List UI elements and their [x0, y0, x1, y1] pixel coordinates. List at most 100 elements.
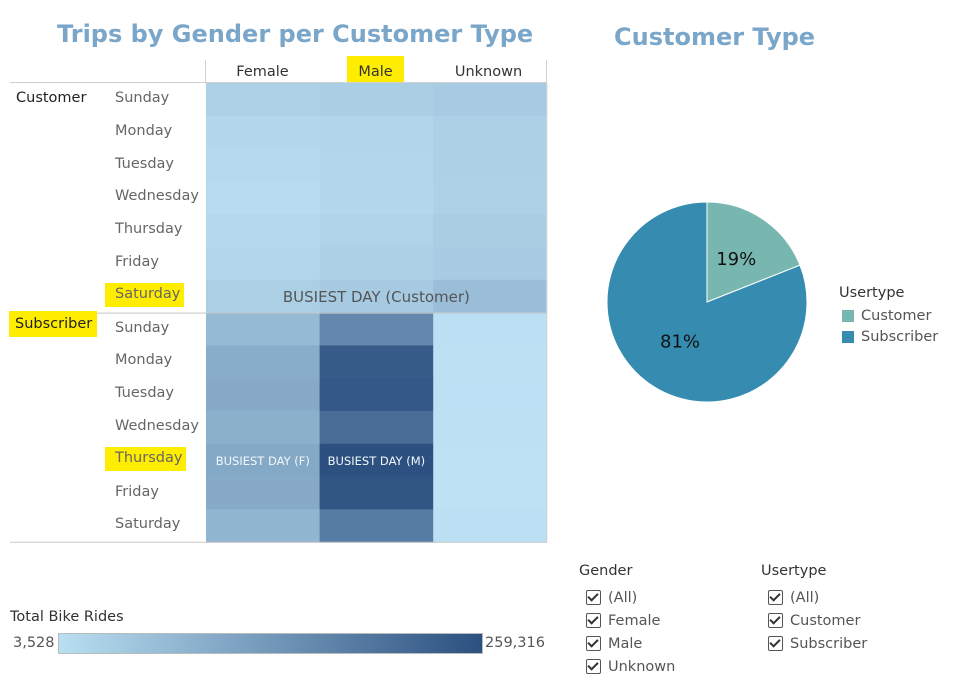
- color-legend-gradient: [58, 633, 483, 654]
- day-label-subscriber-sunday: Sunday: [115, 319, 170, 336]
- legend-swatch-subscriber: [842, 330, 854, 343]
- gender-filter-option-all[interactable]: (All): [586, 586, 675, 609]
- heatmap-cell-subscriber-wednesday-female: [206, 411, 321, 445]
- heatmap-cell-subscriber-tuesday-unknown: [433, 378, 548, 412]
- heatmap-cell-subscriber-friday-unknown: [433, 476, 548, 510]
- heatmap-cell-subscriber-tuesday-male: [319, 378, 434, 412]
- checkbox-icon[interactable]: [586, 613, 601, 628]
- gender-option-label: Male: [608, 635, 643, 652]
- legend-label-customer: Customer: [861, 307, 932, 324]
- heatmap-header-right-border: [546, 60, 547, 82]
- gender-option-label: Female: [608, 612, 661, 629]
- color-legend-min-label: 3,528: [13, 635, 55, 651]
- heatmap-cell-customer-wednesday-female: [206, 181, 321, 215]
- column-header-unknown: Unknown: [454, 64, 523, 80]
- gender-filter-option-unknown[interactable]: Unknown: [586, 655, 675, 678]
- heatmap-cell-customer-monday-female: [206, 115, 321, 150]
- heatmap-cell-customer-sunday-female: [206, 83, 321, 117]
- heatmap-cell-subscriber-monday-unknown: [433, 345, 548, 379]
- day-label-customer-monday: Monday: [115, 122, 173, 139]
- heatmap-cell-customer-sunday-male: [319, 83, 434, 117]
- color-legend-title: Total Bike Rides: [10, 609, 124, 625]
- legend-item-customer: Customer: [842, 305, 938, 326]
- gender-filter-option-male[interactable]: Male: [586, 632, 675, 655]
- day-label-subscriber-tuesday: Tuesday: [115, 385, 174, 402]
- usertype-option-label: Subscriber: [790, 635, 868, 652]
- heatmap-cell-customer-monday-unknown: [433, 115, 548, 150]
- checkbox-icon[interactable]: [586, 590, 601, 605]
- day-label-customer-saturday: Saturday: [105, 282, 185, 307]
- annotation-female-busiest: BUSIEST DAY (F): [216, 454, 310, 468]
- day-label-subscriber-monday: Monday: [115, 352, 173, 369]
- pie-slice-customer: [706, 201, 801, 303]
- checkbox-icon[interactable]: [586, 636, 601, 651]
- heatmap-cell-subscriber-saturday-male: [319, 509, 434, 543]
- heatmap-cell-customer-thursday-female: [206, 214, 321, 248]
- heatmap-cell-subscriber-thursday-male: [319, 443, 434, 478]
- usertype-filter-option-all[interactable]: (All): [768, 586, 867, 609]
- annotation-male-busiest: BUSIEST DAY (M): [328, 454, 425, 468]
- heatmap-cell-customer-friday-female: [206, 247, 321, 281]
- heatmap-cell-subscriber-thursday-female: [206, 443, 321, 478]
- heatmap-cell-subscriber-tuesday-female: [206, 378, 321, 412]
- legend-item-subscriber: Subscriber: [842, 326, 938, 347]
- color-legend-max-label: 259,316: [485, 635, 545, 651]
- usertype-filter-option-subscriber[interactable]: Subscriber: [768, 632, 867, 655]
- heatmap-header-left-border: [205, 60, 206, 82]
- heatmap-cell-customer-saturday-male: [319, 279, 434, 314]
- heatmap-cell-subscriber-sunday-male: [319, 312, 434, 346]
- heatmap-cell-customer-wednesday-unknown: [433, 181, 548, 215]
- day-label-subscriber-friday: Friday: [115, 483, 159, 500]
- annotation-customer-busiest: BUSIEST DAY (Customer): [283, 288, 470, 306]
- heatmap-cell-subscriber-sunday-unknown: [433, 312, 548, 346]
- usertype-filter-option-customer[interactable]: Customer: [768, 609, 867, 632]
- gender-filter: (All) Female Male Unknown: [586, 586, 675, 678]
- day-label-subscriber-wednesday: Wednesday: [115, 418, 199, 434]
- day-label-customer-thursday: Thursday: [115, 221, 183, 238]
- heatmap-cell-customer-thursday-unknown: [433, 214, 548, 248]
- heatmap-cell-customer-sunday-unknown: [433, 83, 548, 117]
- heatmap-cell-customer-friday-unknown: [433, 247, 548, 281]
- day-label-subscriber-thursday: Thursday: [105, 446, 187, 471]
- day-label-customer-wednesday: Wednesday: [115, 188, 199, 205]
- gender-option-label: (All): [608, 589, 638, 606]
- day-label-customer-sunday: Sunday: [115, 90, 170, 106]
- group-label-customer: Customer: [16, 90, 87, 106]
- pie-chart: 19% 81%: [606, 201, 808, 403]
- heatmap-cell-customer-saturday-female: [206, 279, 321, 314]
- heatmap-header-rule: [10, 82, 547, 83]
- checkbox-icon[interactable]: [768, 590, 783, 605]
- pie-label-subscriber: 81%: [660, 332, 700, 353]
- pie-label-customer: 19%: [716, 249, 756, 270]
- heatmap-cell-subscriber-saturday-female: [206, 509, 321, 543]
- heatmap-title: Trips by Gender per Customer Type: [57, 20, 534, 48]
- heatmap-cell-subscriber-thursday-unknown: [433, 443, 548, 478]
- pie-title: Customer Type: [614, 23, 816, 51]
- heatmap-cell-subscriber-wednesday-unknown: [433, 411, 548, 445]
- usertype-option-label: Customer: [790, 612, 861, 629]
- column-header-male: Male: [319, 56, 432, 82]
- legend-label-subscriber: Subscriber: [861, 328, 939, 345]
- heatmap-cell-subscriber-saturday-unknown: [433, 509, 548, 543]
- checkbox-icon[interactable]: [768, 613, 783, 628]
- group-label-subscriber: Subscriber: [9, 311, 98, 337]
- pie-legend-title: Usertype: [839, 285, 905, 301]
- heatmap-cell-customer-tuesday-unknown: [433, 148, 548, 182]
- heatmap-cell-customer-tuesday-male: [319, 148, 434, 182]
- gender-filter-title: Gender: [579, 563, 633, 579]
- usertype-option-label: (All): [790, 589, 820, 606]
- column-header-female: Female: [236, 64, 289, 80]
- checkbox-icon[interactable]: [768, 636, 783, 651]
- gender-filter-option-female[interactable]: Female: [586, 609, 675, 632]
- day-label-subscriber-saturday: Saturday: [115, 516, 181, 533]
- day-label-customer-friday: Friday: [115, 254, 159, 270]
- day-label-customer-tuesday: Tuesday: [115, 155, 174, 172]
- heatmap-cell-subscriber-friday-male: [319, 476, 434, 510]
- legend-swatch-customer: [842, 309, 854, 322]
- heatmap-cell-subscriber-monday-male: [319, 345, 434, 379]
- gender-option-label: Unknown: [608, 658, 676, 675]
- pie-legend: Customer Subscriber: [842, 305, 938, 347]
- heatmap-cell-customer-friday-male: [319, 247, 434, 281]
- checkbox-icon[interactable]: [586, 659, 601, 674]
